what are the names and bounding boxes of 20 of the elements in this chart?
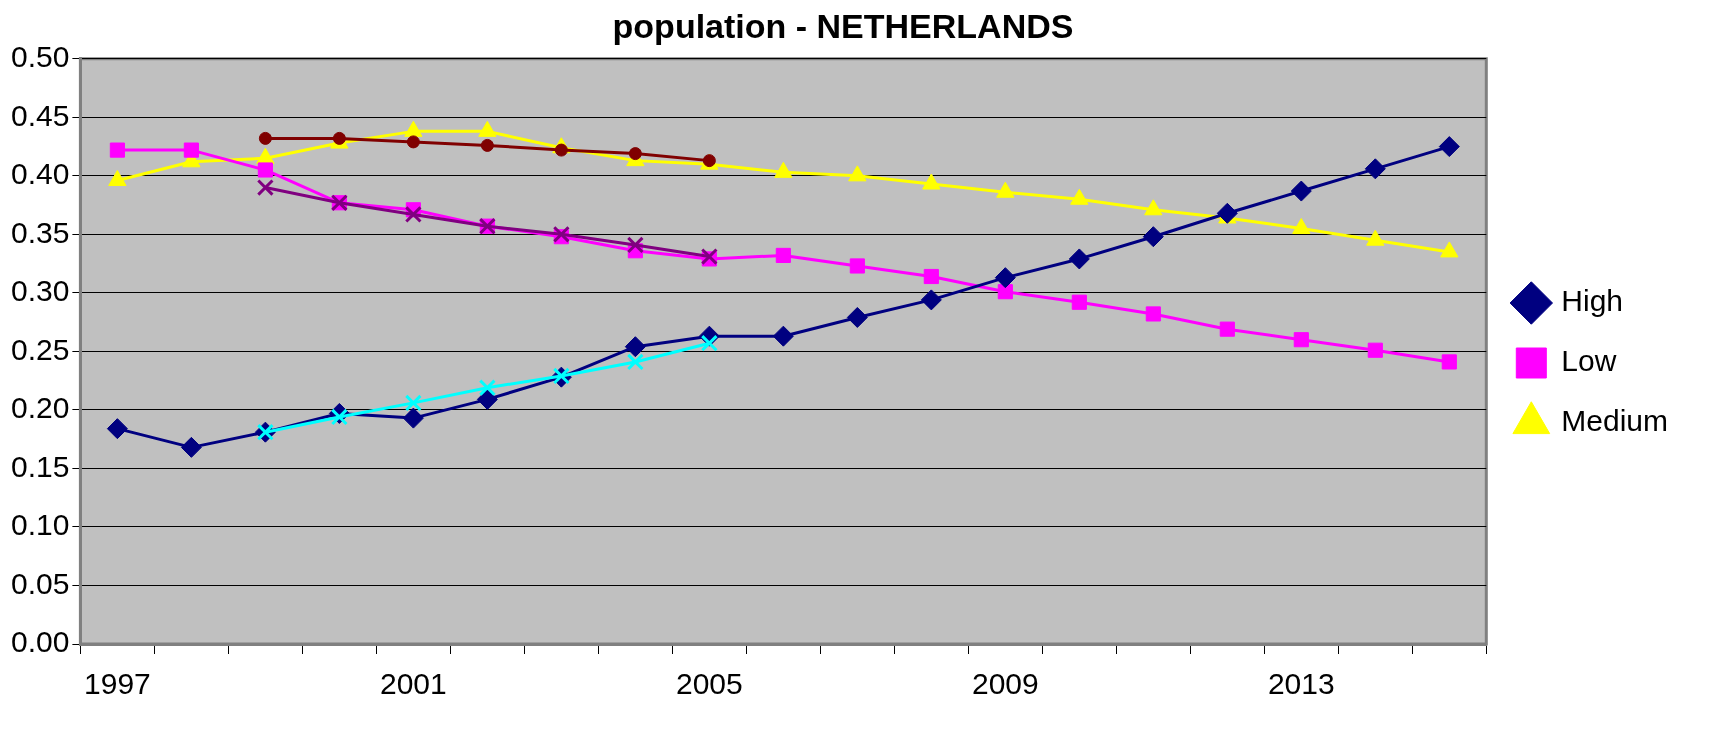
y-tick-label: 0.20 [11,391,70,425]
y-tick-label: 0.40 [11,157,70,191]
x-tick-label: 1997 [84,667,151,701]
y-tick-label: 0.00 [11,625,70,659]
x-tick-label: 2001 [379,667,447,701]
y-tick-label: 0.35 [11,215,70,249]
y-tick-label: 0.05 [11,566,70,600]
y-tick-label: 0.15 [11,449,70,483]
x-tick-label: 2009 [971,667,1039,701]
x-tick-label: 2013 [1267,667,1335,701]
y-tick-label: 0.45 [11,98,70,132]
y-tick-label: 0.50 [11,40,70,74]
y-tick-label: 0.30 [11,274,70,308]
y-tick-label: 0.10 [11,508,70,542]
x-tick-label: 2005 [675,667,743,701]
legend-label: Medium [1561,404,1668,438]
chart-title: population - NETHERLANDS [612,6,1074,45]
y-tick-label: 0.25 [11,332,70,366]
legend-label: High [1561,284,1623,318]
legend-label: Low [1561,344,1617,378]
